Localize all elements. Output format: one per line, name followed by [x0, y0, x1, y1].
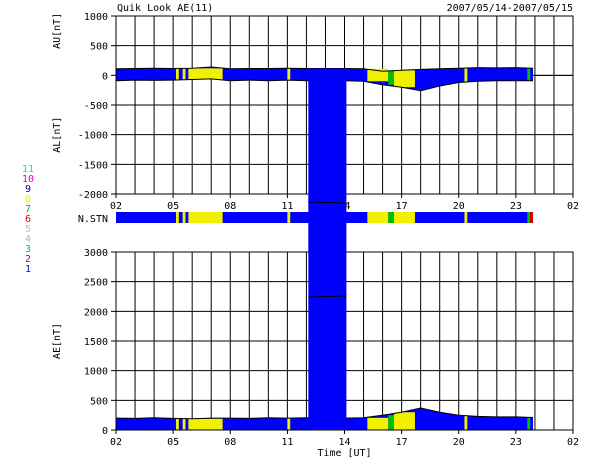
ae-quality-patch	[464, 415, 468, 430]
station-bar-label: N.STN	[78, 214, 108, 225]
chart-title: Quik Look AE(11)	[117, 3, 213, 14]
ae-x-axis-label: Time [UT]	[317, 448, 371, 459]
station-bar-segment	[464, 212, 468, 223]
aual-ytick-label: 0	[102, 71, 108, 82]
station-level-label: 6	[25, 214, 31, 225]
ae-ytick-label: 0	[102, 426, 108, 437]
station-level-label: 11	[22, 164, 34, 175]
au-al-quality-patch	[464, 68, 468, 83]
aual-ytick-label: -1500	[78, 160, 108, 171]
ae-ytick-label: 1500	[84, 337, 108, 348]
ae-quality-patch	[388, 415, 395, 430]
aual-ytick-label: 1000	[84, 12, 108, 23]
station-level-label: 7	[25, 204, 31, 215]
station-bar-segment	[367, 212, 389, 223]
ae-xtick-label: 23	[510, 437, 522, 448]
aual-ytick-label: -500	[84, 101, 108, 112]
ae-quality-patch	[188, 418, 223, 430]
aual-xtick-label: 17	[396, 201, 408, 212]
date-range: 2007/05/14-2007/05/15	[447, 3, 573, 14]
station-bar-segment	[182, 212, 186, 223]
station-level-label: 4	[25, 234, 31, 245]
aual-ytick-label: -1000	[78, 131, 108, 142]
ae-ytick-label: 1000	[84, 367, 108, 378]
aual-xtick-label: 08	[224, 201, 236, 212]
ae-quality-patch	[394, 412, 415, 430]
au-al-quality-patch	[367, 68, 389, 82]
ae-quality-patch	[175, 418, 179, 430]
au-al-quality-patch	[388, 71, 395, 85]
ae-ytick-label: 3000	[84, 248, 108, 259]
station-level-label: 8	[25, 194, 31, 205]
ae-xtick-label: 08	[224, 437, 236, 448]
spike-mid-line	[308, 201, 347, 204]
au-axis-label: AU[nT]	[52, 13, 63, 49]
aual-xtick-label: 05	[167, 201, 179, 212]
ae-xtick-label: 11	[281, 437, 293, 448]
ae-quality-patch	[287, 418, 291, 430]
ae-xtick-label: 05	[167, 437, 179, 448]
aual-xtick-label: 11	[281, 201, 293, 212]
au-al-quality-patch	[182, 68, 186, 80]
station-bar-segment	[388, 212, 395, 223]
spike-ae-line	[308, 295, 347, 298]
aual-ytick-label: 500	[90, 42, 108, 53]
station-bar-segment	[175, 212, 179, 223]
al-axis-label: AL[nT]	[52, 117, 63, 153]
ae-quality-patch	[367, 417, 389, 430]
au-al-quality-patch	[394, 70, 415, 88]
station-level-label: 2	[25, 254, 31, 265]
au-al-quality-patch	[175, 68, 179, 81]
au-al-quality-patch	[287, 68, 291, 81]
ae-ytick-label: 2500	[84, 278, 108, 289]
disturbance-spike-area	[308, 68, 347, 430]
ae-quality-patch	[527, 417, 531, 430]
ae-ytick-label: 500	[90, 396, 108, 407]
ae-xtick-label: 20	[453, 437, 465, 448]
ae-xtick-label: 17	[396, 437, 408, 448]
station-bar-segment	[527, 212, 531, 223]
aual-xtick-label: 02	[567, 201, 579, 212]
au-al-quality-patch	[527, 68, 531, 81]
station-level-label: 3	[25, 244, 31, 255]
aual-xtick-label: 02	[110, 201, 122, 212]
aual-xtick-label: 23	[510, 201, 522, 212]
station-level-label: 5	[25, 224, 31, 235]
ae-xtick-label: 02	[567, 437, 579, 448]
ae-quality-patch	[182, 418, 186, 430]
station-bar-segment	[530, 212, 534, 223]
station-bar-segment	[188, 212, 223, 223]
aual-ytick-label: -2000	[78, 190, 108, 201]
ae-ytick-label: 2000	[84, 307, 108, 318]
station-bar-segment	[394, 212, 415, 223]
station-level-label: 9	[25, 184, 31, 195]
station-bar-segment	[287, 212, 291, 223]
ae-xtick-label: 14	[338, 437, 350, 448]
station-level-label: 1	[25, 264, 31, 275]
station-level-label: 10	[22, 174, 34, 185]
ae-xtick-label: 02	[110, 437, 122, 448]
au-series-line	[115, 66, 534, 72]
aual-xtick-label: 20	[453, 201, 465, 212]
ae-axis-label: AE[nT]	[52, 323, 63, 359]
au-al-quality-patch	[188, 68, 223, 80]
